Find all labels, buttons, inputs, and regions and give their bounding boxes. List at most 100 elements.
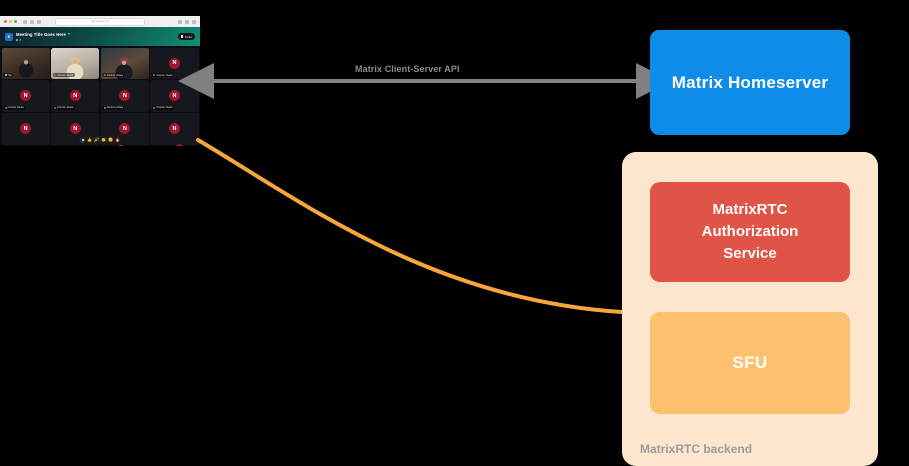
close-window-icon[interactable] bbox=[4, 20, 7, 23]
invite-button[interactable]: Invite bbox=[177, 33, 195, 40]
zoom-window-icon[interactable] bbox=[14, 20, 17, 23]
window-traffic-lights[interactable] bbox=[4, 20, 17, 23]
participant-name: Connor Jones bbox=[106, 73, 123, 77]
participant-tile[interactable]: N Connor Jones bbox=[150, 80, 199, 112]
sfu-label: SFU bbox=[732, 353, 768, 372]
reaction-fire-icon[interactable]: 🔥 bbox=[114, 137, 120, 142]
microphone-muted-icon bbox=[54, 73, 57, 77]
microphone-muted-icon bbox=[103, 106, 106, 110]
participant-grid: You Connor Jones Connor Jones N bbox=[0, 46, 200, 146]
avatar: N bbox=[69, 123, 81, 135]
participant-name: You bbox=[7, 73, 12, 77]
auth-label-line1: MatrixRTC bbox=[712, 201, 788, 219]
avatar: N bbox=[20, 90, 32, 102]
room-avatar-letter: E bbox=[7, 33, 11, 39]
participant-name: Connor Jones bbox=[156, 73, 173, 77]
participant-nameplate: Connor Jones bbox=[102, 72, 125, 78]
participant-nameplate: Connor Jones bbox=[52, 105, 75, 111]
self-avatar: N bbox=[175, 144, 184, 146]
minimize-window-icon[interactable] bbox=[9, 20, 12, 23]
media-connection-line bbox=[196, 138, 624, 314]
matrix-homeserver-label: Matrix Homeserver bbox=[671, 72, 829, 92]
matrixrtc-backend-caption: MatrixRTC backend bbox=[640, 442, 753, 456]
camera-button[interactable] bbox=[98, 145, 107, 146]
participant-tile[interactable]: N Connor Jones bbox=[100, 80, 149, 112]
microphone-muted-icon bbox=[153, 106, 156, 110]
room-avatar: E bbox=[5, 32, 13, 41]
reaction-clap-icon[interactable]: 👏 bbox=[101, 137, 106, 142]
participant-nameplate: Connor Jones bbox=[151, 105, 175, 111]
auth-label-line2: Authorization bbox=[701, 223, 799, 241]
room-title-text: Meeting Title Goes Here bbox=[16, 31, 66, 37]
microphone-icon bbox=[4, 73, 7, 77]
address-bar-text: call.element.io bbox=[90, 20, 110, 23]
hand-icon bbox=[81, 139, 84, 141]
avatar: N bbox=[119, 123, 131, 135]
back-arrow-icon[interactable] bbox=[30, 19, 34, 24]
sidebar-icon[interactable] bbox=[23, 19, 27, 24]
browser-chrome: call.element.io bbox=[0, 16, 200, 27]
call-header: E Meeting Title Goes Here 8 Invite bbox=[0, 27, 200, 46]
people-icon bbox=[16, 38, 18, 41]
participant-name: Connor Jones bbox=[57, 106, 74, 110]
forward-arrow-icon[interactable] bbox=[37, 19, 41, 24]
microphone-muted-icon bbox=[4, 106, 7, 110]
reactions-bar[interactable]: 👍 🎉 👏 🙂 🔥 bbox=[77, 136, 123, 144]
sfu-box[interactable]: SFU bbox=[650, 312, 850, 414]
participant-name: Connor Jones bbox=[7, 106, 24, 110]
avatar: N bbox=[69, 90, 81, 102]
reaction-party-icon[interactable]: 🎉 bbox=[94, 137, 100, 142]
reaction-thumbsup-icon[interactable]: 👍 bbox=[87, 137, 93, 142]
browser-nav-icons[interactable] bbox=[23, 19, 41, 24]
address-bar[interactable]: call.element.io bbox=[55, 17, 145, 26]
participant-tile[interactable]: N bbox=[150, 113, 199, 145]
participant-tile[interactable]: Connor Jones bbox=[51, 47, 100, 79]
tabs-overview-icon[interactable] bbox=[192, 19, 196, 24]
participant-tile[interactable]: N bbox=[1, 113, 50, 145]
participant-nameplate: Connor Jones bbox=[102, 105, 125, 111]
chevron-down-icon[interactable] bbox=[67, 33, 70, 35]
participant-count: 8 bbox=[16, 38, 70, 42]
room-title[interactable]: Meeting Title Goes Here bbox=[16, 32, 70, 37]
participant-tile[interactable]: Connor Jones bbox=[100, 47, 149, 79]
participant-name: Connor Jones bbox=[156, 106, 173, 110]
participant-tile[interactable]: N Connor Jones bbox=[150, 47, 199, 79]
participant-count-text: 8 bbox=[19, 37, 22, 42]
share-icon[interactable] bbox=[178, 19, 182, 24]
avatar: N bbox=[168, 90, 180, 102]
avatar: N bbox=[119, 90, 131, 102]
participant-nameplate: Connor Jones bbox=[3, 105, 26, 111]
reaction-smile-icon[interactable]: 🙂 bbox=[107, 137, 113, 142]
participant-nameplate: Connor Jones bbox=[151, 72, 175, 78]
participant-nameplate: Connor Jones bbox=[52, 72, 75, 78]
participant-name: Connor Jones bbox=[106, 106, 123, 110]
browser-toolbar-right[interactable] bbox=[178, 19, 196, 24]
call-controls[interactable] bbox=[75, 145, 125, 146]
room-meta: Meeting Title Goes Here 8 bbox=[16, 32, 70, 42]
participant-tile[interactable]: You bbox=[1, 47, 50, 79]
matrixrtc-authorization-service-box[interactable]: MatrixRTC Authorization Service bbox=[650, 182, 850, 282]
video-call-window[interactable]: call.element.io E Meeting Title Goes Her… bbox=[0, 16, 200, 146]
new-tab-icon[interactable] bbox=[185, 19, 189, 24]
auth-label-line3: Service bbox=[723, 244, 777, 262]
microphone-button[interactable] bbox=[75, 145, 84, 146]
invite-button-label: Invite bbox=[184, 34, 192, 39]
end-call-button[interactable] bbox=[115, 145, 125, 146]
avatar: N bbox=[20, 123, 32, 135]
connector-label: Matrix Client-Server API bbox=[355, 64, 460, 74]
participant-tile[interactable]: N Connor Jones bbox=[1, 80, 50, 112]
avatar: N bbox=[168, 57, 180, 69]
participant-name: Connor Jones bbox=[57, 73, 74, 77]
microphone-muted-icon bbox=[103, 73, 106, 77]
avatar: N bbox=[168, 123, 180, 135]
invite-icon bbox=[180, 35, 184, 38]
participant-tile[interactable]: N Connor Jones bbox=[51, 80, 100, 112]
self-view[interactable]: N bbox=[175, 144, 194, 146]
matrixrtc-authorization-service-label: MatrixRTC Authorization Service bbox=[702, 199, 799, 264]
microphone-muted-icon bbox=[54, 106, 57, 110]
raise-hand-button[interactable] bbox=[80, 137, 86, 143]
microphone-muted-icon bbox=[153, 73, 156, 77]
participant-nameplate: You bbox=[3, 72, 14, 78]
matrix-homeserver-box[interactable]: Matrix Homeserver bbox=[650, 30, 850, 135]
